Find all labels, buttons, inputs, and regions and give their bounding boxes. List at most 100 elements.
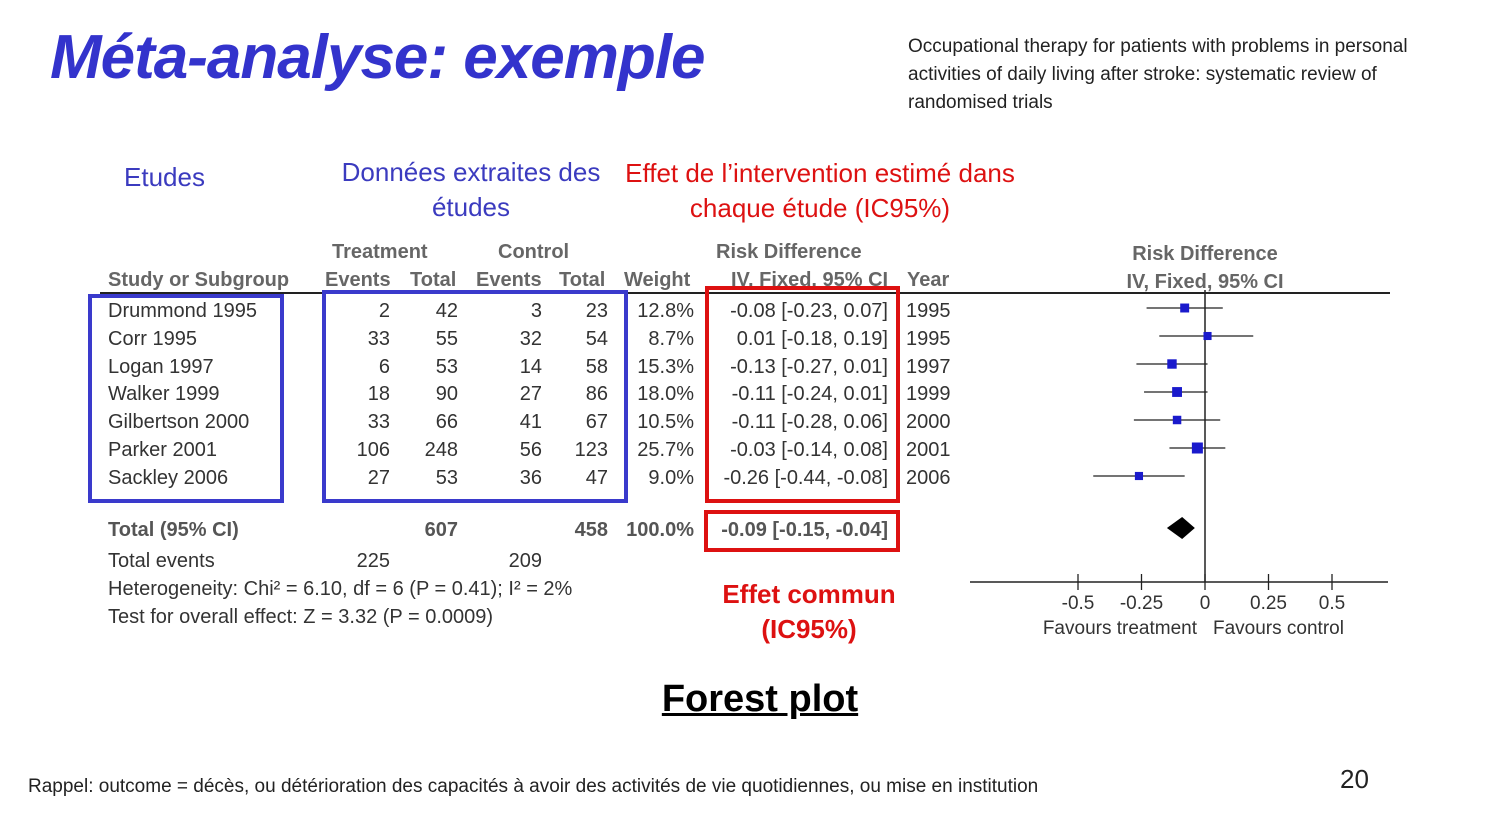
row-ci: -0.11 [-0.24, 0.01] [731, 383, 888, 405]
row-study: Gilbertson 2000 [108, 411, 250, 433]
annotation-intervention-effect: Effet de l’intervention estimé dans chaq… [625, 158, 1015, 223]
row-c-events: 32 [519, 328, 542, 350]
x-tick-label: -0.25 [1120, 593, 1163, 614]
header-c-events: Events [476, 269, 542, 291]
row-t-total: 42 [435, 300, 458, 322]
row-c-total: 123 [574, 439, 608, 461]
extracted-data-highlight-box [322, 290, 628, 503]
study-marker [1172, 387, 1182, 397]
row-t-total: 248 [424, 439, 458, 461]
x-label-favours-treatment: Favours treatment [1043, 618, 1198, 639]
row-c-total: 58 [585, 356, 608, 378]
header-weight: Weight [624, 269, 691, 291]
row-ci: 0.01 [-0.18, 0.19] [736, 328, 888, 350]
figure-caption: Forest plot [661, 678, 859, 720]
footnote: Rappel: outcome = décès, ou détérioratio… [28, 776, 1039, 797]
row-weight: 8.7% [648, 328, 694, 350]
header-control: Control [498, 241, 570, 263]
study-marker [1180, 303, 1190, 313]
row-c-events: 27 [519, 383, 542, 405]
row-t-events: 2 [378, 300, 390, 322]
slide-title: Méta-analyse: exemple [50, 23, 705, 92]
header-t-total: Total [410, 269, 457, 291]
header-year: Year [907, 269, 950, 291]
header-risk-difference: Risk Difference [716, 241, 862, 263]
row-c-events: 41 [519, 411, 542, 433]
total-label: Total (95% CI) [108, 519, 239, 541]
reference-title: Occupational therapy for patients with p… [908, 36, 1408, 113]
header-c-total: Total [559, 269, 606, 291]
row-t-events: 18 [367, 383, 390, 405]
row-t-events: 106 [356, 439, 390, 461]
row-t-total: 90 [435, 383, 458, 405]
annotation-extracted-data: Données extraites des études [341, 157, 601, 222]
forest-plot: -0.5 -0.25 0 0.25 0.5 Favours treatment Favour… [970, 290, 1388, 639]
row-weight: 18.0% [637, 383, 694, 405]
row-weight: 12.8% [637, 300, 694, 322]
row-study: Corr 1995 [108, 328, 197, 350]
studies-highlight-box [88, 294, 284, 503]
x-tick-label: -0.5 [1062, 593, 1095, 614]
pooled-diamond [1166, 517, 1195, 539]
row-study: Parker 2001 [108, 439, 217, 461]
row-study: Drummond 1995 [108, 300, 257, 322]
row-t-total: 53 [435, 467, 458, 489]
row-c-events: 36 [519, 467, 542, 489]
study-marker [1203, 331, 1212, 341]
row-study: Logan 1997 [108, 356, 214, 378]
page-number: 20 [1340, 764, 1369, 794]
total-weight: 100.0% [626, 519, 694, 541]
table-header-rule [100, 292, 1390, 294]
row-c-events: 14 [519, 356, 542, 378]
row-t-events: 33 [367, 411, 390, 433]
row-t-total: 53 [435, 356, 458, 378]
row-ci: -0.13 [-0.27, 0.01] [730, 356, 888, 378]
study-marker [1167, 359, 1177, 369]
row-year: 1999 [906, 383, 951, 405]
header-treatment: Treatment [332, 241, 428, 263]
row-year: 2006 [906, 467, 951, 489]
study-marker [1172, 415, 1182, 425]
common-effect-highlight-box [704, 510, 900, 552]
total-events-treatment: 225 [356, 550, 390, 572]
row-c-total: 23 [585, 300, 608, 322]
row-year: 1997 [906, 356, 951, 378]
row-study: Sackley 2006 [108, 467, 229, 489]
study-marker [1134, 471, 1144, 481]
x-tick-label: 0.25 [1250, 593, 1287, 614]
study-effects-highlight-box [705, 286, 900, 503]
row-weight: 25.7% [637, 439, 694, 461]
row-ci: -0.11 [-0.28, 0.06] [731, 411, 888, 433]
row-t-events: 33 [367, 328, 390, 350]
row-t-total: 66 [435, 411, 458, 433]
header-t-events: Events [325, 269, 391, 291]
header-rd-method: IV, Fixed, 95% CI [731, 269, 889, 291]
row-year: 1995 [906, 328, 951, 350]
row-c-total: 54 [585, 328, 608, 350]
row-year: 2000 [906, 411, 951, 433]
x-tick-label: 0 [1200, 593, 1211, 614]
forest-plot-title: Risk Difference IV, Fixed, 95% CI [1050, 240, 1360, 296]
row-ci: -0.08 [-0.23, 0.07] [730, 300, 888, 322]
row-year: 1995 [906, 300, 951, 322]
total-t-total: 607 [424, 519, 458, 541]
annotation-common-effect: Effet commun (IC95%) [722, 579, 896, 644]
total-events-label: Total events [108, 550, 215, 572]
total-events-control: 209 [508, 550, 542, 572]
x-label-favours-control: Favours control [1213, 618, 1344, 639]
x-tick-label: 0.5 [1319, 593, 1345, 614]
row-weight: 15.3% [637, 356, 694, 378]
row-c-total: 67 [585, 411, 608, 433]
row-weight: 9.0% [648, 467, 694, 489]
row-t-events: 27 [367, 467, 390, 489]
forest-plot-subheading: IV, Fixed, 95% CI [1126, 271, 1284, 293]
row-t-events: 6 [378, 356, 390, 378]
header-study: Study or Subgroup [108, 269, 290, 291]
row-ci: -0.26 [-0.44, -0.08] [723, 467, 888, 489]
total-ci: -0.09 [-0.15, -0.04] [721, 519, 888, 541]
overall-effect-text: Test for overall effect: Z = 3.32 (P = 0… [108, 606, 494, 628]
heterogeneity-text: Heterogeneity: Chi² = 6.10, df = 6 (P = … [108, 578, 573, 600]
row-ci: -0.03 [-0.14, 0.08] [730, 439, 888, 461]
row-weight: 10.5% [637, 411, 694, 433]
row-year: 2001 [906, 439, 951, 461]
